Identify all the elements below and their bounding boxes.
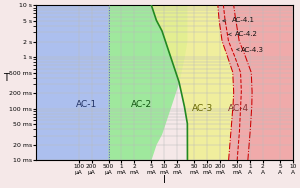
Text: AC-3: AC-3: [192, 104, 214, 113]
Polygon shape: [218, 5, 293, 160]
X-axis label: I: I: [163, 174, 166, 185]
Text: AC-4.2: AC-4.2: [229, 31, 258, 37]
Y-axis label: T: T: [4, 73, 9, 83]
Text: AC-4.1: AC-4.1: [223, 17, 254, 23]
Text: AC-1: AC-1: [76, 100, 97, 109]
Polygon shape: [109, 5, 188, 160]
Text: AC-2: AC-2: [131, 100, 152, 109]
Text: AC-4.3: AC-4.3: [237, 46, 264, 52]
Polygon shape: [36, 5, 109, 160]
Polygon shape: [152, 5, 234, 160]
Text: AC-4: AC-4: [228, 104, 249, 113]
